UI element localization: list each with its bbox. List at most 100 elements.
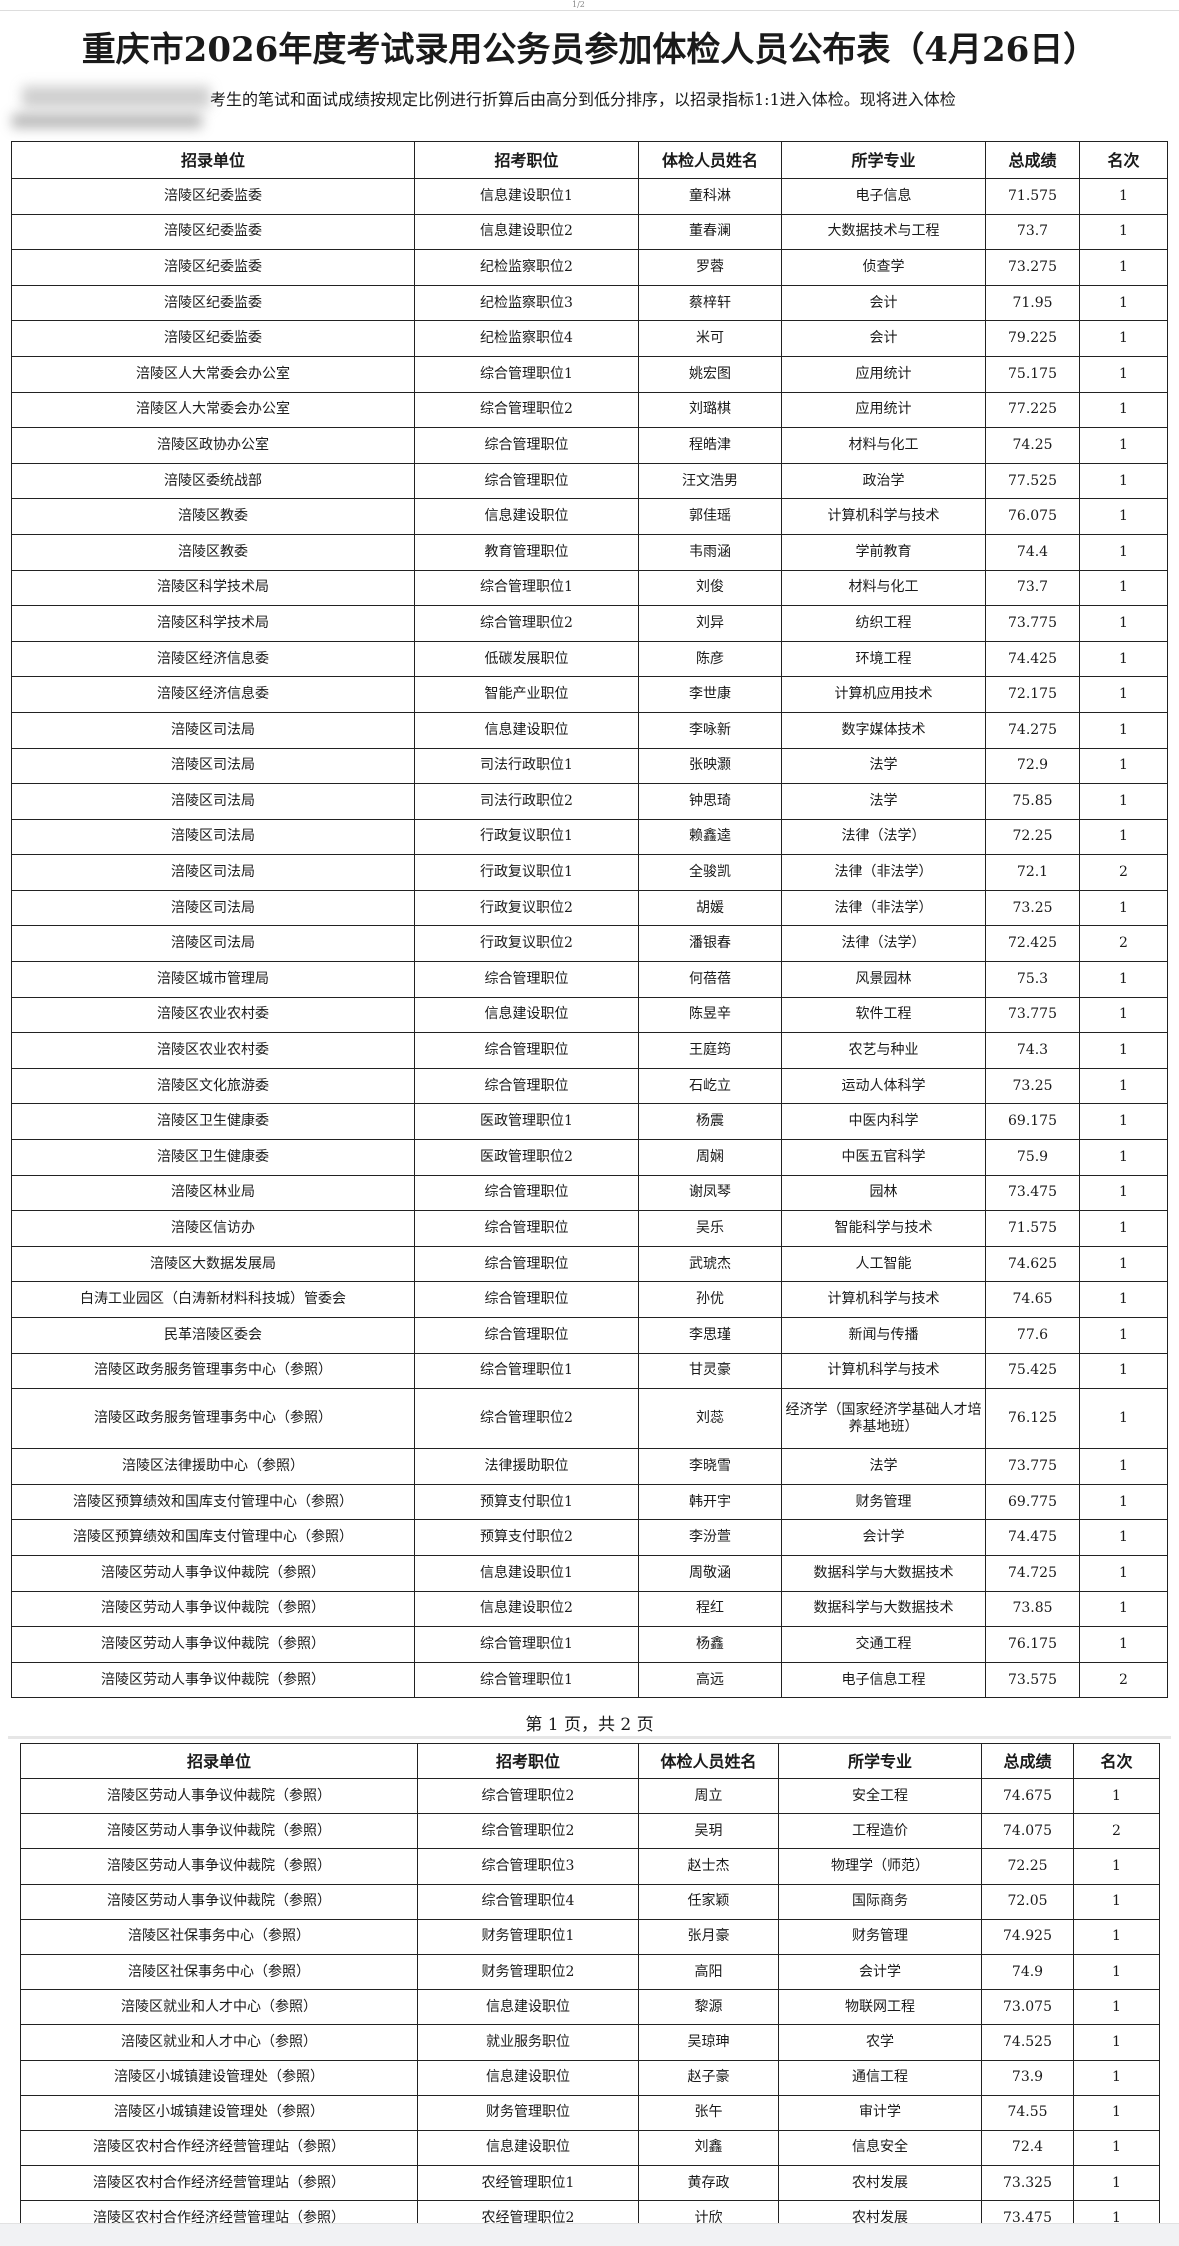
cell-score: 69.175 [985,1103,1080,1141]
cell-position: 综合管理职位 [414,1067,639,1105]
cell-major: 材料与化工 [781,427,986,464]
table-row: 涪陵区劳动人事争议仲裁院（参照） 综合管理职位2 周立 安全工程 74.675 1 [20,1777,1160,1815]
cell-unit: 涪陵区纪委监委 [11,249,415,286]
cell-rank: 1 [1079,1352,1168,1390]
table-row: 涪陵区预算绩效和国库支付管理中心（参照） 预算支付职位2 李汾萱 会计学 74.475 1 [11,1519,1168,1556]
cell-rank: 1 [1079,961,1168,998]
cell-score: 74.475 [985,1519,1080,1556]
viewer-top-bar: 1/2 [0,0,1179,11]
cell-name: 高阳 [638,1953,779,1991]
cell-name: 杨震 [638,1103,782,1141]
cell-major: 计算机应用技术 [781,676,986,713]
cell-major: 财务管理 [778,1918,982,1955]
cell-major: 材料与化工 [781,569,986,607]
cell-position: 信息建设职位1 [414,178,639,215]
cell-rank: 1 [1079,462,1168,500]
table-header-row: 招录单位 招考职位 体检人员姓名 所学专业 总成绩 名次 [11,141,1168,179]
cell-name: 周敬涵 [638,1554,782,1592]
cell-major: 会计学 [781,1519,986,1556]
cell-score: 75.9 [985,1139,1080,1176]
cell-major: 纺织工程 [781,605,986,642]
cell-major: 法学 [781,747,986,785]
cell-name: 蔡梓轩 [638,284,782,322]
cell-major: 国际商务 [778,1883,982,1920]
cell-rank: 2 [1079,1661,1168,1699]
table-row: 涪陵区教委 信息建设职位 郭佳瑶 计算机科学与技术 76.075 1 [11,498,1168,535]
cell-rank: 1 [1079,1317,1168,1354]
cell-rank: 1 [1079,284,1168,322]
cell-major: 法律（法学） [781,818,986,856]
cell-name: 陈彦 [638,640,782,678]
cell-name: 赖鑫逵 [638,818,782,856]
cell-name: 陈昱辛 [638,996,782,1034]
cell-score: 75.175 [985,355,1080,393]
cell-name: 罗蓉 [638,249,782,286]
table-row: 涪陵区小城镇建设管理处（参照） 信息建设职位 赵子豪 通信工程 73.9 1 [20,2059,1160,2096]
cell-unit: 涪陵区人大常委会办公室 [11,391,415,429]
cell-unit: 涪陵区政务服务管理事务中心（参照） [11,1352,415,1390]
cell-position: 司法行政职位2 [414,783,639,820]
table-row: 涪陵区农业农村委 信息建设职位 陈昱辛 软件工程 73.775 1 [11,996,1168,1034]
cell-rank: 1 [1079,391,1168,429]
cell-unit: 涪陵区劳动人事争议仲裁院（参照） [20,1777,418,1815]
table-row: 涪陵区林业局 综合管理职位 谢凤琴 园林 73.475 1 [11,1174,1168,1212]
column-header-name: 体检人员姓名 [638,141,782,179]
table-header-row: 招录单位 招考职位 体检人员姓名 所学专业 总成绩 名次 [20,1743,1160,1779]
cell-score: 74.55 [981,2094,1074,2131]
cell-major: 大数据技术与工程 [781,213,986,251]
cell-rank: 2 [1073,1813,1160,1850]
cell-position: 行政复议职位2 [414,889,639,927]
cell-position: 纪检监察职位2 [414,249,639,286]
cell-major: 人工智能 [781,1245,986,1283]
cell-rank: 1 [1073,2129,1160,2167]
cell-name: 郭佳瑶 [638,498,782,535]
table-row: 涪陵区劳动人事争议仲裁院（参照） 综合管理职位3 赵士杰 物理学（师范） 72.25 1 [20,1848,1160,1885]
table-row: 涪陵区经济信息委 智能产业职位 李世康 计算机应用技术 72.175 1 [11,676,1168,713]
cell-unit: 涪陵区劳动人事争议仲裁院（参照） [11,1661,415,1699]
cell-name: 潘银春 [638,925,782,963]
cell-position: 信息建设职位2 [414,1590,639,1628]
cell-rank: 1 [1079,533,1168,571]
table-row: 涪陵区科学技术局 综合管理职位1 刘俊 材料与化工 73.7 1 [11,569,1168,607]
viewer-bottom-bar [0,2223,1179,2246]
table-row: 涪陵区劳动人事争议仲裁院（参照） 信息建设职位2 程红 数据科学与大数据技术 73.85… [11,1590,1168,1628]
cell-position: 预算支付职位2 [414,1519,639,1556]
table-row: 涪陵区司法局 司法行政职位2 钟思琦 法学 75.85 1 [11,783,1168,820]
cell-position: 行政复议职位1 [414,854,639,891]
cell-rank: 1 [1079,1388,1168,1450]
cell-rank: 1 [1079,1626,1168,1663]
cell-position: 信息建设职位 [417,1989,639,2026]
cell-rank: 1 [1073,1883,1160,1920]
cell-rank: 1 [1079,355,1168,393]
cell-position: 信息建设职位2 [414,213,639,251]
cell-position: 综合管理职位1 [414,355,639,393]
cell-unit: 涪陵区经济信息委 [11,676,415,713]
cell-major: 计算机科学与技术 [781,1352,986,1390]
cell-major: 交通工程 [781,1626,986,1663]
cell-unit: 涪陵区政协办公室 [11,427,415,464]
table-row: 涪陵区劳动人事争议仲裁院（参照） 综合管理职位2 吴玥 工程造价 74.075 2 [20,1813,1160,1850]
table-row: 涪陵区文化旅游委 综合管理职位 石屹立 运动人体科学 73.25 1 [11,1067,1168,1105]
cell-score: 74.925 [981,1918,1074,1955]
column-header-position: 招考职位 [414,141,639,179]
cell-rank: 1 [1079,249,1168,286]
cell-position: 综合管理职位2 [417,1777,639,1815]
cell-unit: 涪陵区司法局 [11,925,415,963]
table-row: 涪陵区人大常委会办公室 综合管理职位2 刘璐棋 应用统计 77.225 1 [11,391,1168,429]
cell-score: 73.85 [985,1590,1080,1628]
cell-major: 法律（法学） [781,925,986,963]
cell-name: 米可 [638,320,782,357]
cell-rank: 1 [1079,1245,1168,1283]
cell-score: 74.3 [985,1032,1080,1069]
table-row: 涪陵区纪委监委 信息建设职位2 董春澜 大数据技术与工程 73.7 1 [11,213,1168,251]
table-row: 涪陵区纪委监委 纪检监察职位3 蔡梓轩 会计 71.95 1 [11,284,1168,322]
table-row: 涪陵区卫生健康委 医政管理职位1 杨震 中医内科学 69.175 1 [11,1103,1168,1141]
cell-rank: 1 [1073,2094,1160,2131]
cell-score: 73.7 [985,213,1080,251]
table-row: 涪陵区劳动人事争议仲裁院（参照） 综合管理职位1 高远 电子信息工程 73.575 2 [11,1661,1168,1699]
cell-name: 吴玥 [638,1813,779,1850]
cell-unit: 涪陵区人大常委会办公室 [11,355,415,393]
cell-score: 75.3 [985,961,1080,998]
cell-position: 综合管理职位2 [417,1813,639,1850]
cell-unit: 涪陵区农村合作经济经营管理站（参照） [20,2165,418,2202]
